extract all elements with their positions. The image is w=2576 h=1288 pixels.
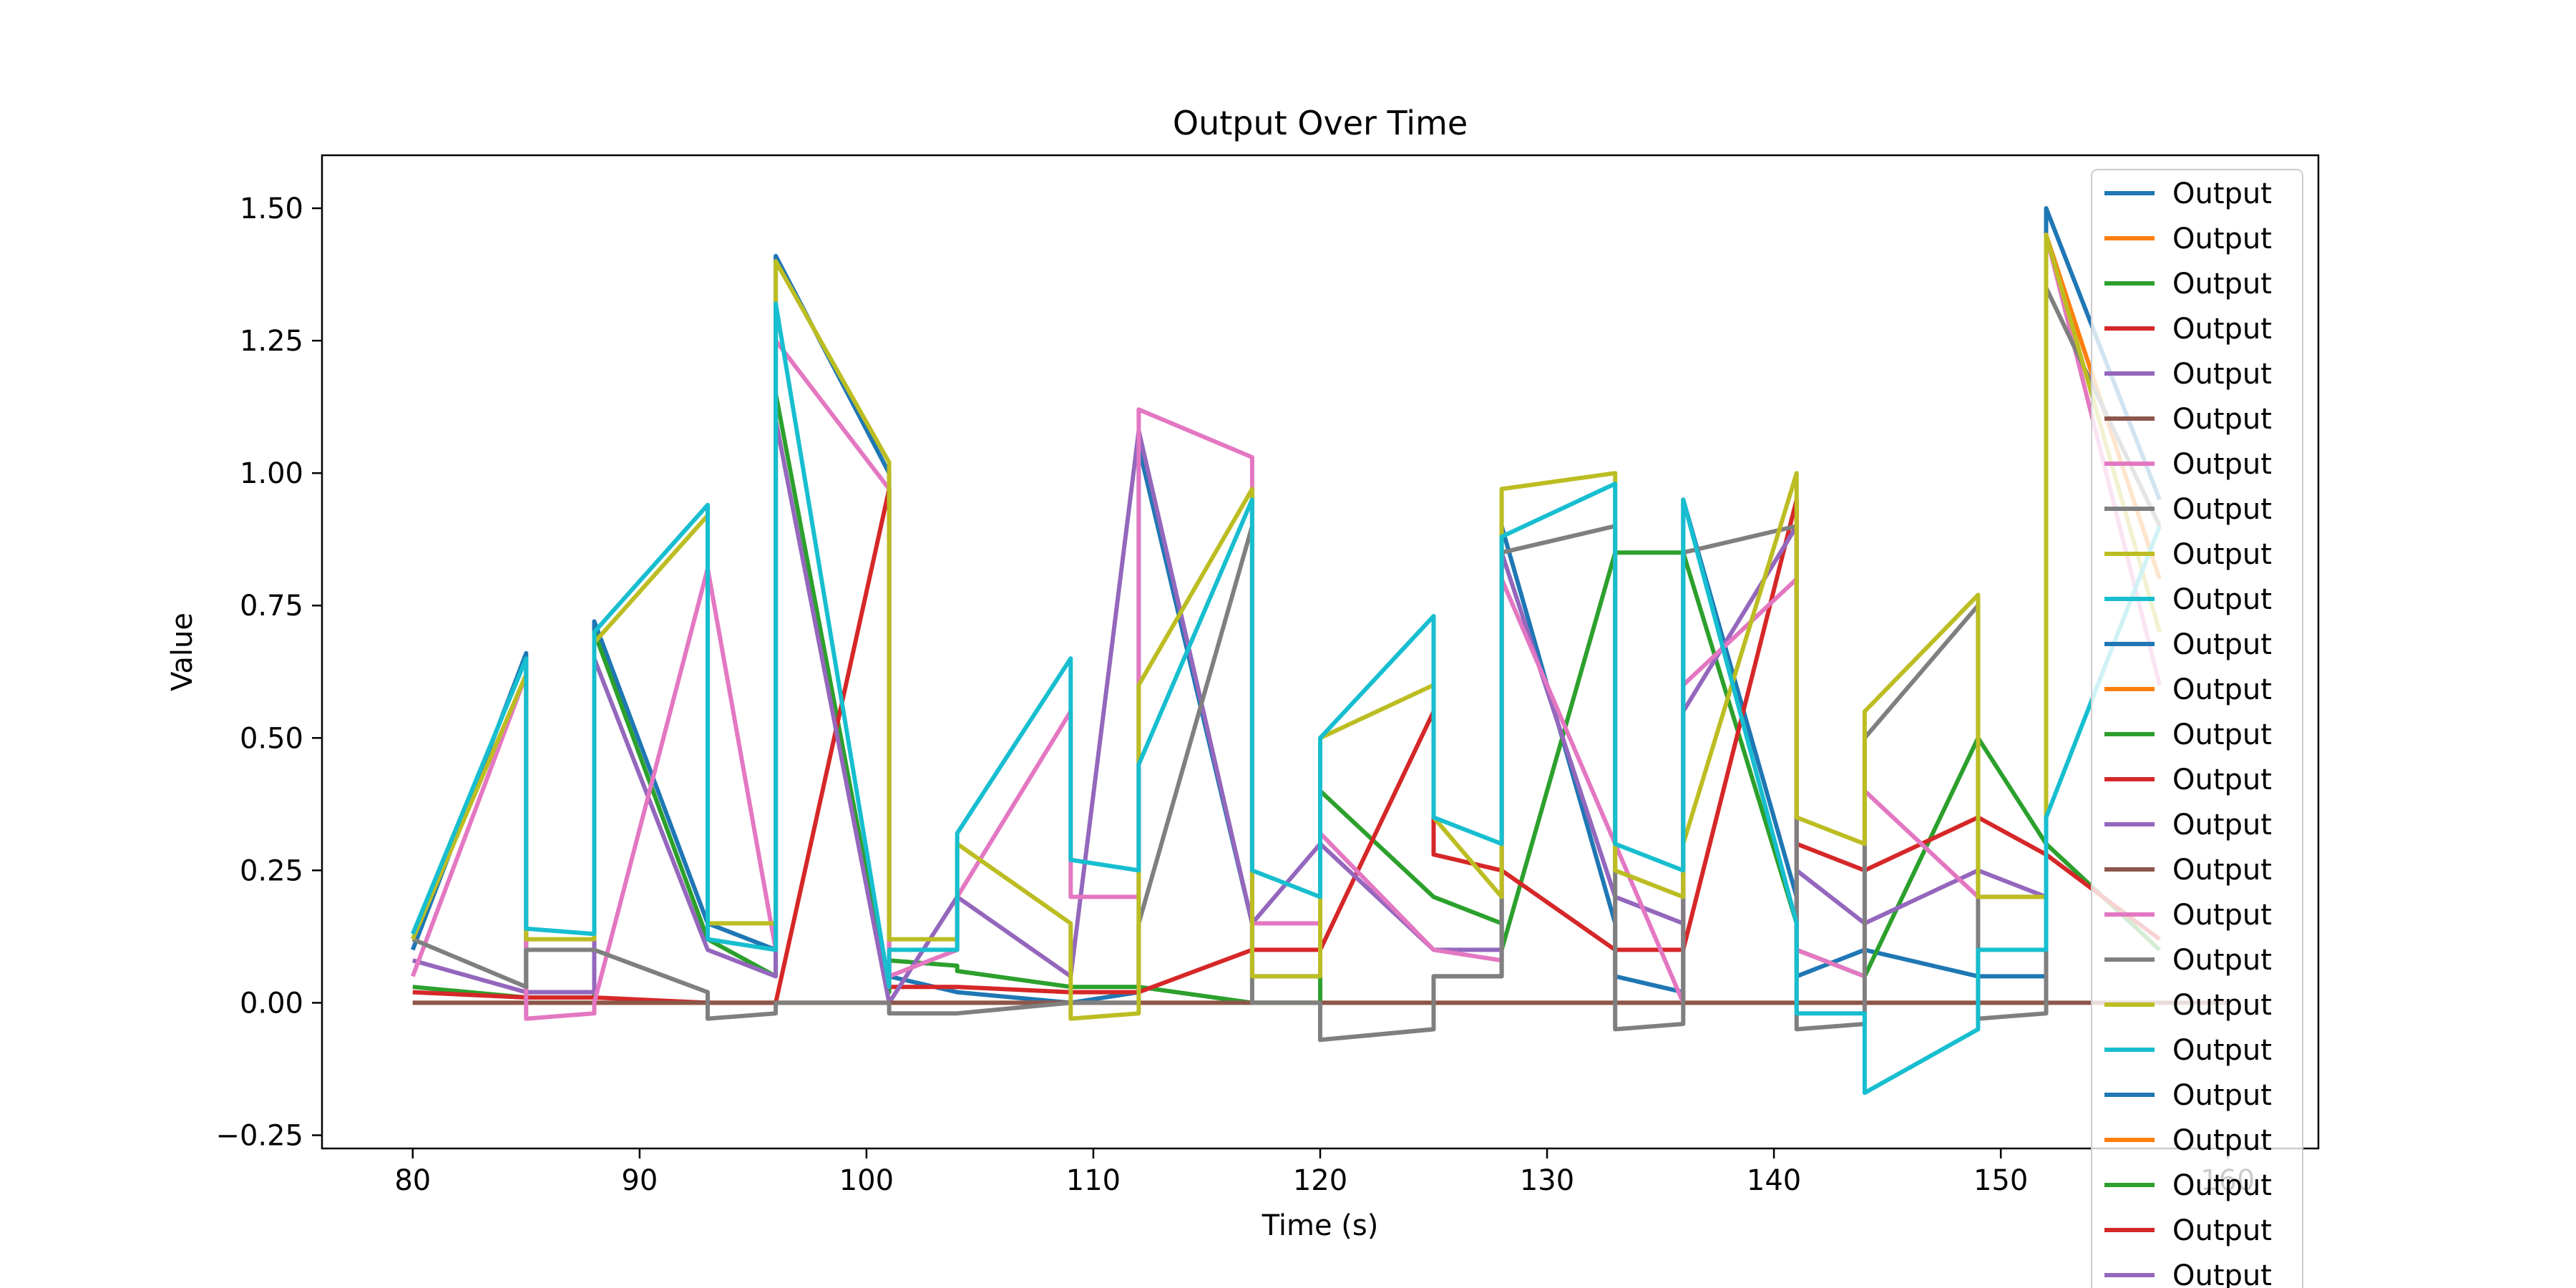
legend-label: Output [2172,763,2272,796]
legend-label: Output [2172,403,2272,436]
legend-label: Output [2172,493,2272,526]
legend-label: Output [2172,1169,2272,1202]
x-tick-label: 150 [1974,1164,2028,1197]
y-axis-label: Value [166,613,199,691]
x-tick-label: 140 [1747,1164,1801,1197]
legend-label: Output [2172,358,2272,391]
legend-label: Output [2172,854,2272,887]
x-tick-label: 130 [1520,1164,1574,1197]
legend-label: Output [2172,1214,2272,1247]
legend-label: Output [2172,628,2272,661]
y-tick-label: 1.25 [240,325,303,358]
y-tick-label: −0.25 [215,1119,303,1152]
x-axis: 8090100110120130140150160 [394,1148,2255,1197]
y-tick-label: 1.50 [240,192,303,225]
series-line-10 [411,301,2162,1096]
legend-label: Output [2172,673,2272,706]
y-tick-label: 0.00 [240,987,303,1020]
legend-label: Output [2172,313,2272,346]
x-tick-label: 120 [1293,1164,1347,1197]
legend-label: Output [2172,177,2272,210]
y-tick-label: 0.75 [240,590,303,623]
legend: Output Output Output Output Output Output Outp… [2091,169,2303,1288]
x-axis-label: Time (s) [1262,1209,1379,1242]
x-tick-label: 110 [1066,1164,1121,1197]
legend-label: Output [2172,809,2272,841]
legend-label: Output [2172,1034,2272,1067]
y-tick-label: 0.50 [240,722,303,755]
y-tick-label: 0.25 [240,854,303,887]
x-tick-label: 90 [621,1164,658,1197]
legend-label: Output [2172,583,2272,616]
legend-label: Output [2172,223,2272,255]
legend-label: Output [2172,899,2272,932]
chart-title: Output Over Time [1173,104,1468,142]
legend-label: Output [2172,1124,2272,1157]
legend-box [2091,169,2303,1288]
x-tick-label: 100 [839,1164,894,1197]
legend-label: Output [2172,538,2272,571]
legend-label: Output [2172,448,2272,481]
series-layer [410,206,2228,1096]
legend-label: Output [2172,944,2272,977]
legend-label: Output [2172,1079,2272,1112]
y-axis: −0.25 0.00 0.25 0.50 0.75 1.00 1.25 1.50 [215,192,322,1152]
legend-label: Output [2172,989,2272,1022]
legend-label: Output [2172,718,2272,751]
legend-label: Output [2172,1259,2272,1288]
x-tick-label: 80 [394,1164,431,1197]
legend-label: Output [2172,268,2272,301]
series-line-8 [411,286,2162,1043]
series-line-9 [411,233,2162,1021]
y-tick-label: 1.00 [240,457,303,490]
